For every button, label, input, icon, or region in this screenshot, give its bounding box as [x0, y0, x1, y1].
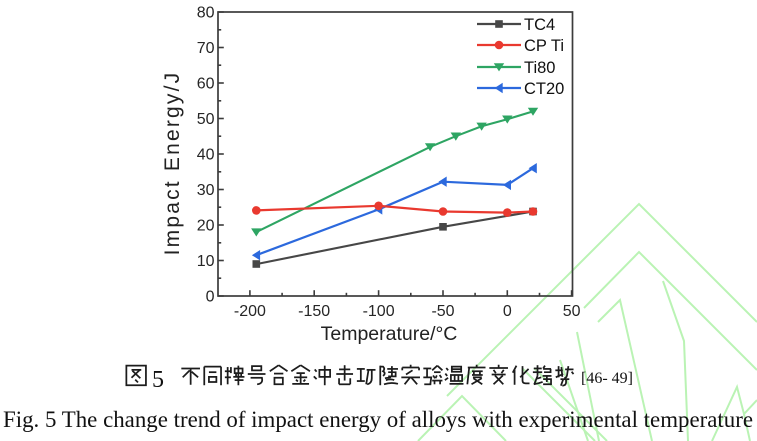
svg-text:TC4: TC4 [524, 16, 555, 34]
svg-text:50: 50 [563, 303, 581, 320]
svg-text:CT20: CT20 [524, 80, 564, 98]
svg-text:0: 0 [206, 289, 215, 306]
svg-text:[46- 49]: [46- 49] [581, 370, 633, 387]
svg-text:70: 70 [197, 40, 215, 57]
svg-text:-100: -100 [363, 303, 395, 320]
svg-text:Temperature/°C: Temperature/°C [321, 323, 458, 345]
svg-text:10: 10 [197, 253, 215, 270]
svg-text:50: 50 [197, 111, 215, 128]
svg-text:Ti80: Ti80 [524, 59, 556, 77]
svg-text:30: 30 [197, 182, 215, 199]
svg-text:40: 40 [197, 147, 215, 164]
svg-text:CP Ti: CP Ti [524, 37, 564, 55]
svg-text:80: 80 [197, 5, 215, 22]
svg-text:0: 0 [503, 303, 512, 320]
svg-text:-200: -200 [234, 303, 266, 320]
svg-text:Fig. 5 The change trend of imp: Fig. 5 The change trend of impact energy… [3, 407, 753, 433]
svg-text:5: 5 [152, 367, 164, 393]
svg-text:60: 60 [197, 76, 215, 93]
svg-text:-150: -150 [298, 303, 330, 320]
svg-text:20: 20 [197, 218, 215, 235]
svg-text:-50: -50 [431, 303, 454, 320]
svg-text:Impact Energy/J: Impact Energy/J [161, 71, 184, 256]
